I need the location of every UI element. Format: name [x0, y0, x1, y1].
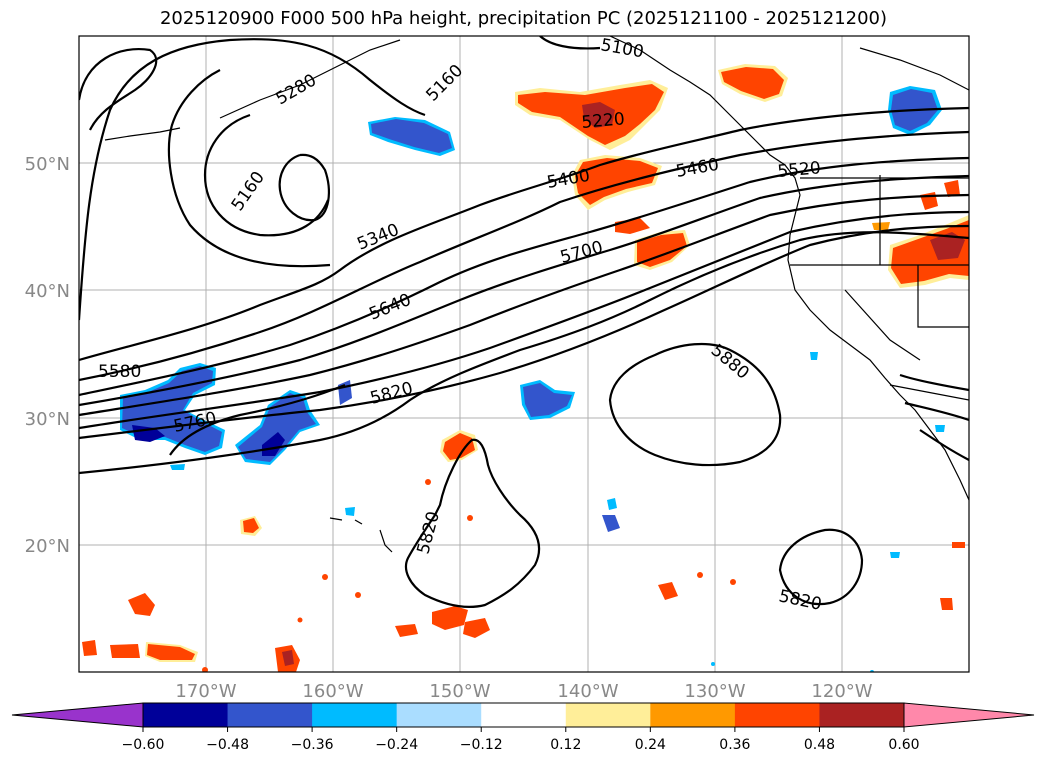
lon-label-130w: 130°W: [684, 681, 745, 702]
colorbar-swatch: [904, 703, 1034, 727]
colorbar-frame: [142, 702, 905, 728]
colorbar-tick-label: 0.24: [635, 737, 666, 753]
lon-label-140w: 140°W: [557, 681, 618, 702]
colorbar-tick-label: −0.12: [460, 737, 503, 753]
colorbar-swatch: [12, 703, 143, 727]
lon-label-170w: 170°W: [175, 681, 236, 702]
contour-label: 5520: [777, 158, 822, 182]
colorbar-tick-label: −0.36: [291, 737, 334, 753]
colorbar-tick-label: 0.12: [550, 737, 581, 753]
colorbar-tick-label: 0.48: [804, 737, 835, 753]
lon-label-160w: 160°W: [302, 681, 363, 702]
colorbar-swatch: [481, 703, 567, 727]
lat-label-20n: 20°N: [25, 536, 70, 557]
colorbar: −0.60 −0.48 −0.36 −0.24 −0.12 0.12 0.24 0.36 0.4…: [11, 702, 1035, 753]
lon-label-120w: 120°W: [811, 681, 872, 702]
colorbar-swatch: [650, 703, 736, 727]
longitude-labels: 170°W 160°W 150°W 140°W 130°W 120°W: [175, 681, 872, 702]
colorbar-swatch: [312, 703, 398, 727]
colorbar-tick-label: −0.60: [122, 737, 165, 753]
colorbar-swatch: [565, 703, 651, 727]
colorbar-tick-label: −0.24: [375, 737, 418, 753]
colorbar-swatch: [143, 703, 229, 727]
height-contours: [79, 36, 969, 609]
colorbar-tick-label: 0.60: [888, 737, 919, 753]
graticule: [79, 36, 969, 672]
colorbar-swatch: [819, 703, 905, 727]
lat-label-50n: 50°N: [25, 154, 70, 175]
latitude-labels: 50°N 40°N 30°N 20°N: [25, 154, 70, 557]
colorbar-swatches: [12, 703, 1034, 727]
contour-label: 5580: [98, 362, 141, 382]
contour-label: 5220: [581, 109, 626, 133]
colorbar-swatch: [396, 703, 482, 727]
colorbar-ticks: −0.60 −0.48 −0.36 −0.24 −0.12 0.12 0.24 0.36 0.4…: [122, 727, 920, 753]
lat-label-40n: 40°N: [25, 281, 70, 302]
lat-label-30n: 30°N: [25, 409, 70, 430]
map-title: 2025120900 F000 500 hPa height, precipit…: [159, 8, 888, 29]
colorbar-swatch: [227, 703, 313, 727]
map-frame: [78, 35, 970, 673]
colorbar-tick-label: 0.36: [719, 737, 750, 753]
colorbar-swatch: [734, 703, 820, 727]
lon-label-150w: 150°W: [429, 681, 490, 702]
colorbar-tick-label: −0.48: [206, 737, 249, 753]
